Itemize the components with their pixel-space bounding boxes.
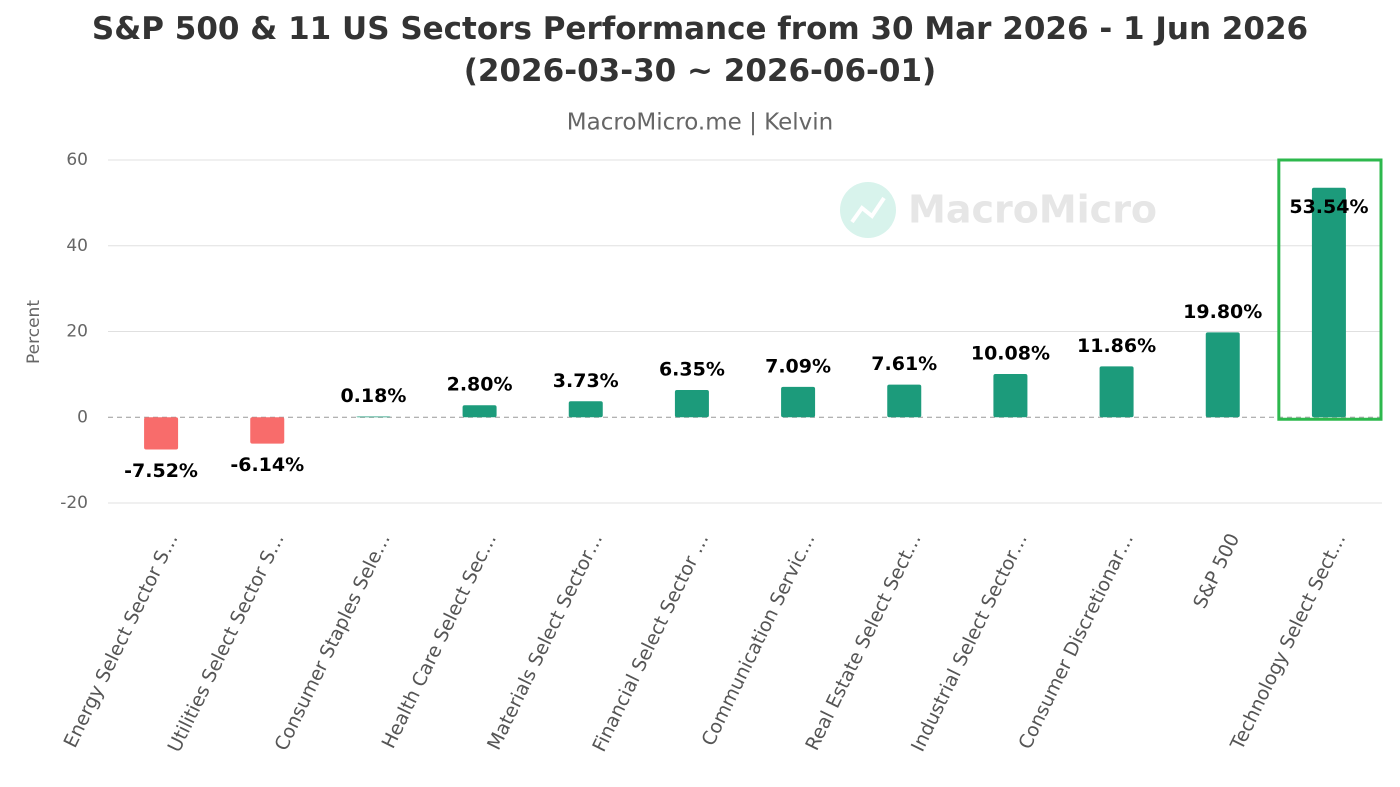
y-axis-label: Percent: [24, 300, 44, 364]
x-tick-label: Financial Select Sector …: [588, 530, 713, 755]
x-tick-label: Consumer Discretionar…: [1014, 530, 1138, 753]
x-tick-label: Consumer Staples Sele…: [270, 530, 394, 754]
chart-subtitle: MacroMicro.me | Kelvin: [567, 110, 833, 136]
watermark-icon-line: [850, 196, 886, 224]
value-label: 0.18%: [340, 385, 406, 407]
y-tick-label: 0: [77, 407, 88, 427]
value-label: 2.80%: [447, 374, 513, 396]
value-label: -6.14%: [230, 454, 304, 476]
value-label: 11.86%: [1077, 335, 1156, 357]
x-tick-label: Energy Select Sector S…: [60, 530, 183, 751]
x-tick-label: Real Estate Select Sect…: [801, 530, 925, 754]
highlight-box: [1277, 158, 1383, 421]
bar: [1311, 187, 1346, 418]
bar: [250, 417, 285, 444]
x-tick-label: Utilities Select Sector S…: [164, 530, 289, 756]
bar: [568, 401, 603, 418]
bar: [781, 386, 816, 418]
bar: [674, 390, 709, 418]
value-label: -7.52%: [124, 460, 198, 482]
bar: [1205, 332, 1240, 418]
x-tick-label: Technology Select Sect…: [1226, 530, 1350, 754]
value-label: 3.73%: [553, 370, 619, 392]
x-tick-label: Materials Select Sector…: [483, 530, 607, 753]
bar: [1099, 366, 1134, 418]
value-label: 19.80%: [1183, 301, 1262, 323]
value-label: 53.54%: [1289, 196, 1368, 218]
bar: [462, 405, 497, 418]
watermark: MacroMicro: [908, 188, 1157, 232]
x-tick-label: Industrial Select Sector…: [907, 530, 1032, 755]
value-label: 10.08%: [971, 343, 1050, 365]
bar: [993, 374, 1028, 418]
value-label: 6.35%: [659, 359, 725, 381]
y-tick-label: -20: [60, 493, 88, 513]
bar: [144, 417, 179, 450]
y-tick-label: 60: [66, 150, 88, 170]
x-tick-label: Communication Servic…: [697, 530, 819, 749]
watermark-icon: [840, 182, 896, 238]
x-tick-label: S&P 500: [1189, 530, 1244, 612]
y-tick-label: 20: [66, 322, 88, 342]
value-label: 7.61%: [871, 353, 937, 375]
bar: [356, 416, 391, 418]
bar: [887, 384, 922, 418]
chart-title: S&P 500 & 11 US Sectors Performance from…: [91, 11, 1309, 89]
y-tick-label: 40: [66, 236, 88, 256]
x-tick-label: Health Care Select Sec…: [378, 530, 501, 752]
value-label: 7.09%: [765, 355, 831, 377]
